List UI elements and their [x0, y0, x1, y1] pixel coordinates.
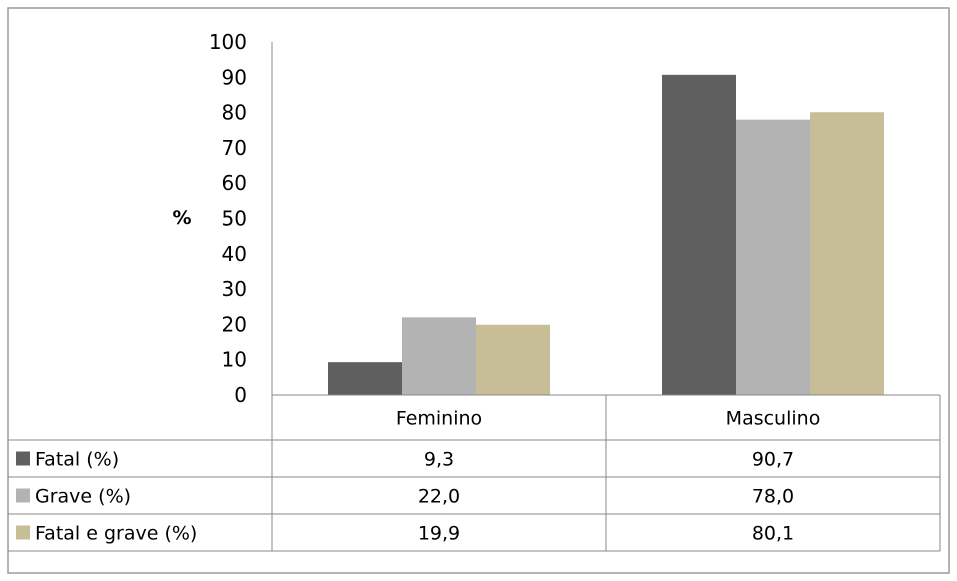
y-axis-label: %: [172, 207, 191, 229]
legend-swatch: [16, 451, 30, 466]
y-tick-label: 0: [234, 383, 247, 407]
data-label: 80,1: [752, 523, 794, 545]
y-tick-label: 50: [222, 207, 247, 231]
data-label: 19,9: [418, 523, 460, 545]
bar: [736, 119, 810, 395]
bar: [662, 74, 736, 395]
legend-swatch: [16, 488, 30, 503]
data-label: 90,7: [752, 449, 794, 471]
bar: [328, 362, 402, 395]
data-label: 9,3: [424, 449, 454, 471]
y-tick-label: 90: [222, 65, 247, 89]
legend-swatch: [16, 525, 30, 540]
legend-label: Fatal e grave (%): [35, 523, 197, 545]
y-tick-label: 30: [222, 277, 247, 301]
y-tick-label: 80: [222, 101, 247, 125]
legend-label: Grave (%): [35, 486, 131, 508]
legend-label: Fatal (%): [35, 449, 119, 471]
bar: [476, 324, 550, 395]
y-tick-label: 20: [222, 312, 247, 336]
y-tick-label: 40: [222, 242, 247, 266]
y-tick-label: 100: [209, 30, 247, 54]
y-tick-label: 10: [222, 348, 247, 372]
y-tick-label: 60: [222, 171, 247, 195]
chart-border: [7, 7, 950, 574]
data-label: 22,0: [418, 486, 460, 508]
bar: [810, 112, 884, 395]
category-label: Masculino: [726, 408, 821, 430]
category-label: Feminino: [396, 408, 482, 430]
data-label: 78,0: [752, 486, 794, 508]
bar: [402, 317, 476, 395]
y-tick-label: 70: [222, 136, 247, 160]
